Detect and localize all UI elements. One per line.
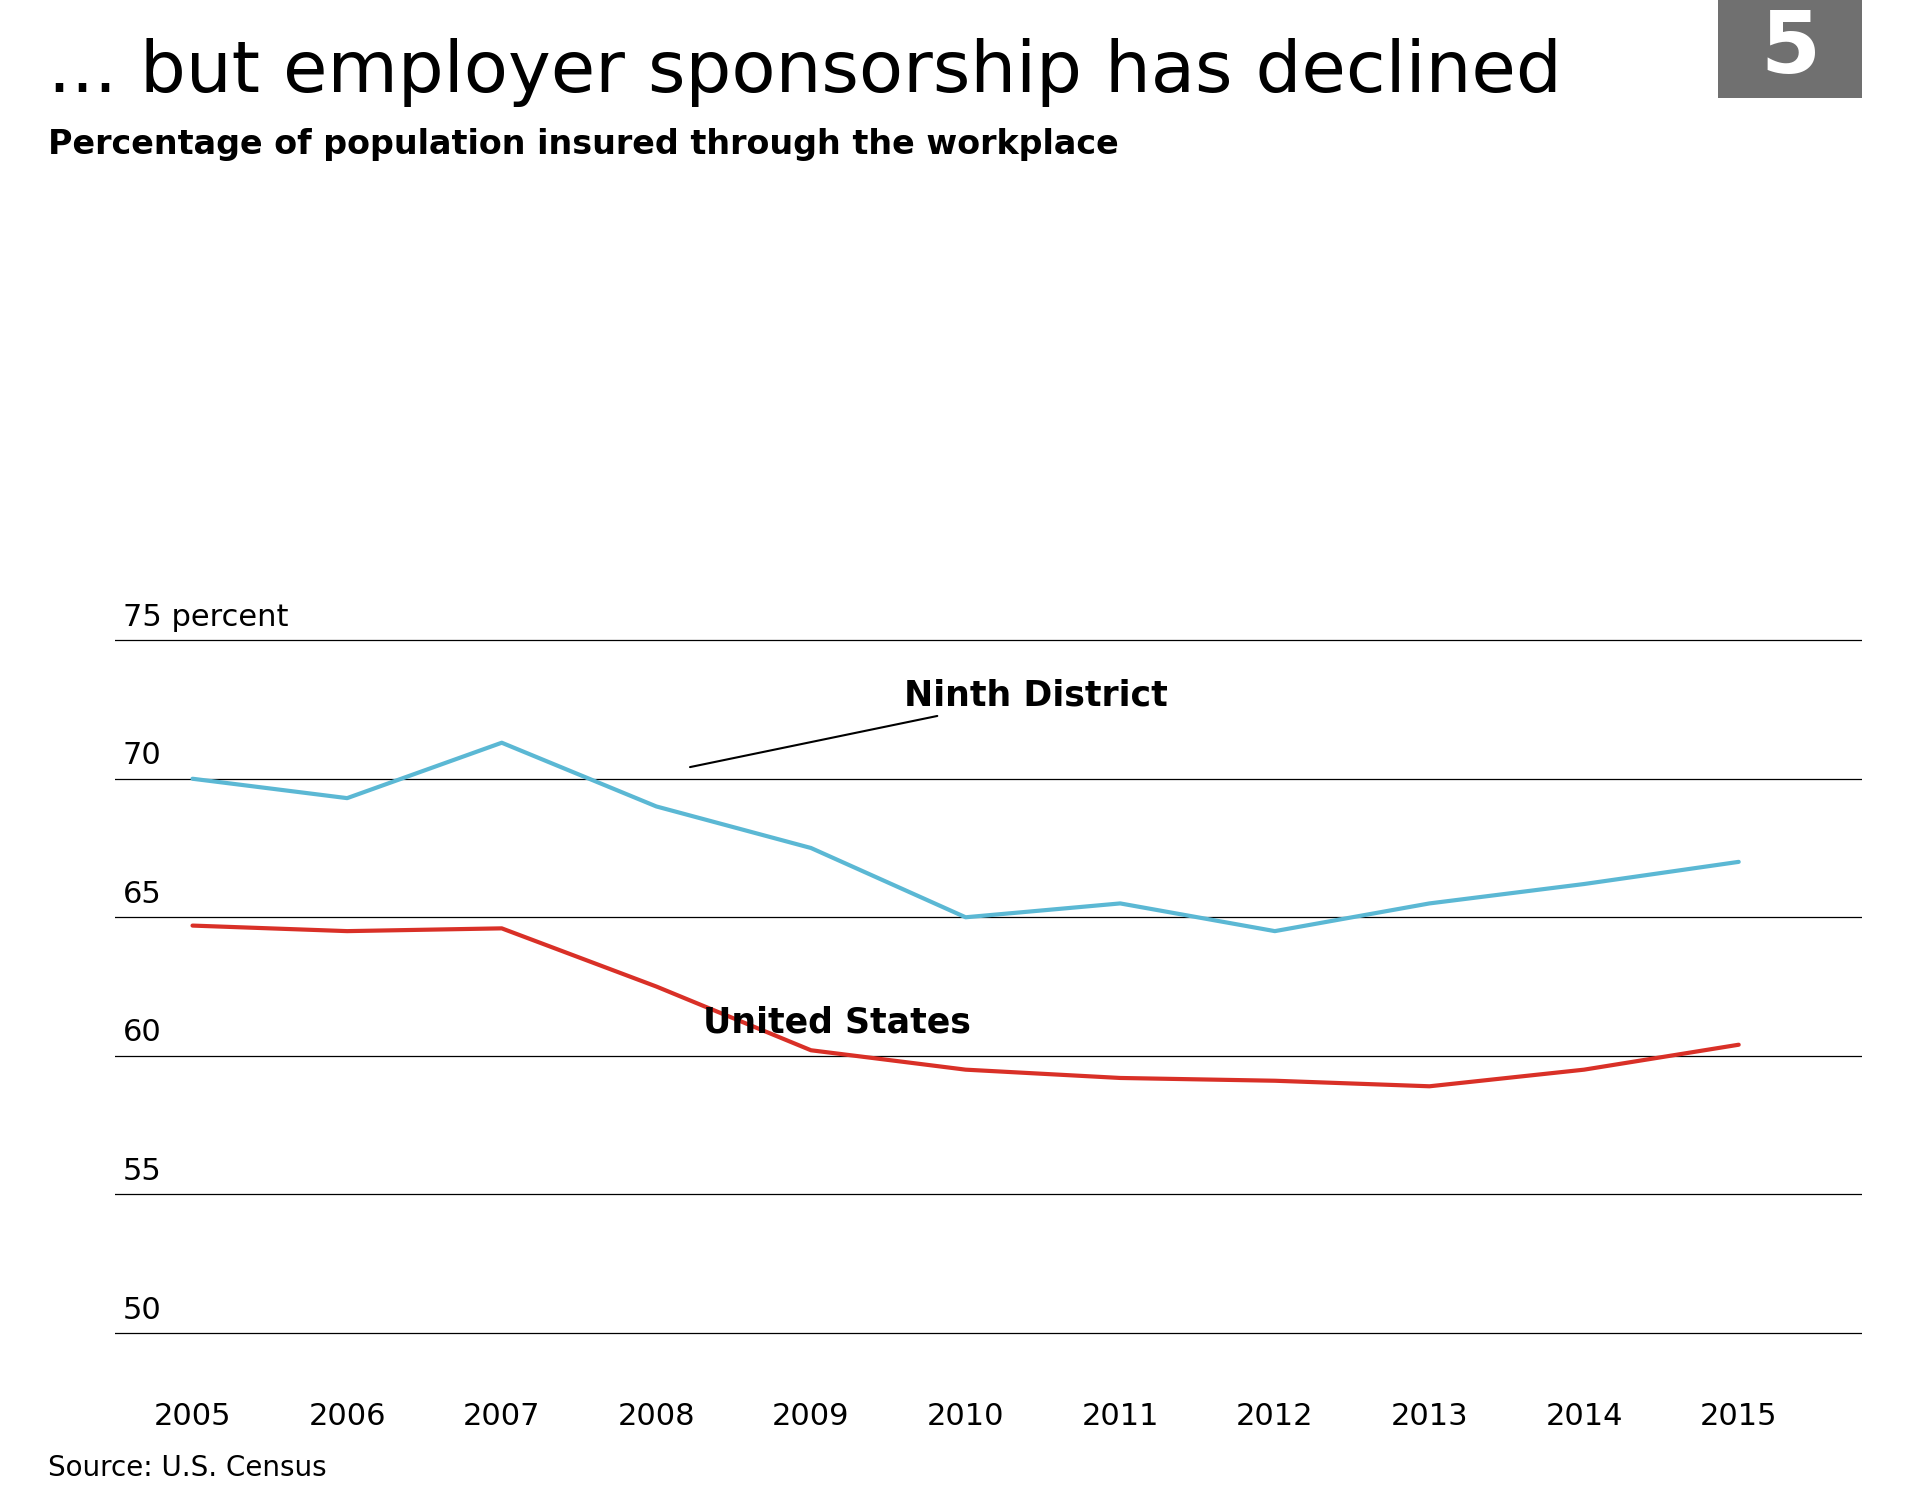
Text: 65: 65 (123, 880, 161, 908)
Text: 60: 60 (123, 1019, 161, 1047)
Text: 55: 55 (123, 1157, 161, 1186)
Text: Ninth District: Ninth District (689, 679, 1167, 767)
Text: Percentage of population insured through the workplace: Percentage of population insured through… (48, 128, 1119, 161)
Text: 70: 70 (123, 741, 161, 771)
Text: ... but employer sponsorship has declined: ... but employer sponsorship has decline… (48, 38, 1561, 107)
Text: United States: United States (703, 1005, 972, 1040)
Text: 5: 5 (1761, 8, 1820, 91)
Text: 75 percent: 75 percent (123, 604, 288, 632)
Text: Source: U.S. Census: Source: U.S. Census (48, 1453, 326, 1482)
Text: 50: 50 (123, 1296, 161, 1325)
